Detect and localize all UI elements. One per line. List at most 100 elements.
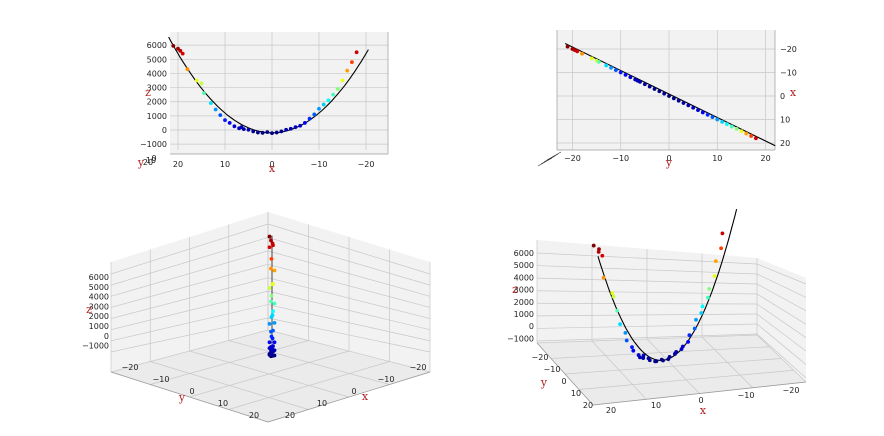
back-pane	[170, 32, 388, 154]
data-point	[600, 253, 605, 258]
data-point	[565, 44, 570, 49]
y-tick-label: 0	[189, 387, 194, 396]
z-tick-label: 1000	[147, 112, 167, 121]
y-tick-label: −20	[122, 363, 139, 372]
y-tick-label: 20	[143, 158, 153, 167]
floor-gridline	[578, 369, 794, 390]
z-tick-label: 0	[104, 332, 109, 341]
data-point	[303, 121, 307, 125]
data-point	[272, 340, 277, 345]
data-point	[652, 87, 657, 91]
data-point	[642, 82, 647, 87]
data-point	[267, 340, 272, 345]
data-point	[638, 355, 642, 360]
y-tick-label: 10	[218, 399, 228, 408]
y-tick-label: −10	[780, 69, 797, 78]
data-point	[171, 43, 176, 48]
data-point	[692, 326, 697, 331]
z-tick-label: −1000	[82, 342, 109, 351]
data-point	[185, 67, 190, 72]
y-tick-label: 20	[583, 401, 593, 410]
y-tick-label: −10	[544, 365, 561, 374]
z-tick-label: 2000	[89, 312, 109, 321]
x-tick-label: 10	[317, 399, 327, 408]
data-point	[272, 348, 277, 353]
data-point	[298, 123, 303, 128]
gridline	[267, 223, 431, 275]
data-point	[201, 91, 206, 96]
data-point	[719, 246, 723, 251]
data-point	[256, 130, 260, 135]
data-point	[591, 243, 596, 248]
gridline	[110, 317, 269, 353]
x-tick-label: −10	[738, 391, 755, 400]
data-point	[734, 126, 739, 131]
data-point	[575, 49, 580, 54]
z-tick-label: 6000	[89, 273, 109, 282]
data-point	[623, 72, 628, 77]
back-pane	[557, 30, 775, 150]
panel-bottom-right: 6000500040003000200010000−1000z−20−10010…	[507, 208, 807, 417]
y-tick-label: −10	[153, 375, 170, 384]
data-point	[720, 119, 725, 124]
data-point	[271, 344, 275, 349]
data-point	[754, 136, 758, 141]
data-point	[713, 259, 718, 263]
x-axis-label: x	[362, 390, 369, 403]
x-tick-label: 0	[269, 160, 274, 169]
y-tick-label: 10	[146, 156, 156, 165]
gridline	[756, 313, 807, 352]
axis-y	[110, 371, 269, 423]
z-tick-cluster	[546, 151, 562, 161]
axis-y	[536, 342, 594, 406]
data-point	[597, 60, 601, 64]
z-tick-label: 0	[162, 126, 167, 135]
data-point	[178, 48, 183, 53]
y-tick-label: −20	[532, 353, 549, 362]
data-point	[335, 87, 340, 91]
z-tick-label: 5000	[147, 55, 167, 64]
floor-gridline	[756, 334, 807, 383]
x-tick-label: 20	[606, 406, 616, 415]
data-point	[317, 106, 321, 111]
data-point	[345, 68, 350, 73]
data-point	[267, 286, 272, 290]
data-point	[272, 321, 277, 325]
data-point	[199, 81, 204, 86]
gridline	[110, 277, 269, 319]
data-point	[271, 328, 275, 333]
data-point	[209, 101, 213, 106]
y-tick-label: 0	[780, 92, 785, 101]
y-tick-label: −20	[780, 45, 797, 54]
data-point	[601, 275, 606, 280]
side-pane	[757, 258, 806, 382]
data-point	[630, 345, 634, 350]
data-point	[326, 98, 331, 103]
y-axis-label: y	[178, 391, 186, 404]
data-point	[267, 234, 272, 239]
floor-pane	[111, 330, 430, 422]
x-axis-label: x	[700, 404, 707, 417]
data-point	[667, 94, 671, 98]
data-point	[686, 340, 690, 344]
x-axis-label: x	[790, 86, 797, 99]
y-tick-label: 10	[780, 116, 790, 125]
z-tick-label: 5000	[514, 261, 534, 270]
x-tick-label: 20	[761, 154, 771, 163]
x-tick-label: 10	[651, 401, 661, 410]
x-tick-label: −20	[358, 160, 375, 169]
floor-gridline	[228, 340, 390, 385]
z-tick-label: −1000	[507, 334, 534, 343]
data-point	[611, 294, 616, 299]
gridline	[267, 237, 431, 286]
z-tick-label: 5000	[89, 283, 109, 292]
z-tick-label: 0	[529, 322, 534, 331]
z-axis-label: z	[86, 303, 92, 316]
gridline	[756, 303, 807, 339]
x-tick-label: 20	[173, 160, 183, 169]
y-axis-label: y	[665, 156, 673, 169]
data-point	[715, 117, 720, 122]
data-point	[267, 245, 272, 250]
z-tick-label: 3000	[147, 84, 167, 93]
